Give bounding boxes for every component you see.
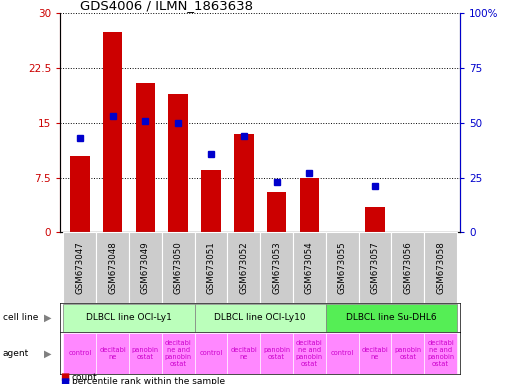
- Bar: [424, 333, 457, 374]
- Text: GSM673055: GSM673055: [338, 242, 347, 294]
- Bar: [267, 192, 287, 232]
- Text: GDS4006 / ILMN_1863638: GDS4006 / ILMN_1863638: [80, 0, 253, 12]
- Text: GSM673058: GSM673058: [436, 242, 445, 294]
- Text: GSM673047: GSM673047: [75, 242, 84, 294]
- Bar: [293, 333, 326, 374]
- Text: GSM673049: GSM673049: [141, 242, 150, 294]
- Text: panobin
ostat: panobin ostat: [394, 347, 422, 360]
- Bar: [96, 333, 129, 374]
- Text: decitabi
ne and
panobin
ostat: decitabi ne and panobin ostat: [165, 340, 192, 367]
- Text: control: control: [68, 350, 92, 356]
- Text: GSM673050: GSM673050: [174, 242, 183, 294]
- Text: ■: ■: [60, 377, 70, 384]
- Bar: [260, 232, 293, 303]
- Text: GSM673057: GSM673057: [370, 242, 380, 294]
- Bar: [234, 134, 254, 232]
- Bar: [228, 333, 260, 374]
- Text: GSM673052: GSM673052: [240, 242, 248, 294]
- Bar: [195, 304, 326, 331]
- Bar: [326, 232, 359, 303]
- Text: DLBCL line Su-DHL6: DLBCL line Su-DHL6: [346, 313, 437, 322]
- Text: GSM673051: GSM673051: [207, 242, 215, 294]
- Bar: [326, 304, 457, 331]
- Text: DLBCL line OCI-Ly1: DLBCL line OCI-Ly1: [86, 313, 172, 322]
- Text: GSM673053: GSM673053: [272, 242, 281, 294]
- Text: ▶: ▶: [44, 348, 52, 358]
- Bar: [326, 333, 359, 374]
- Bar: [162, 232, 195, 303]
- Bar: [70, 156, 89, 232]
- Text: GSM673054: GSM673054: [305, 242, 314, 294]
- Bar: [96, 232, 129, 303]
- Bar: [168, 94, 188, 232]
- Text: panobin
ostat: panobin ostat: [132, 347, 159, 360]
- Bar: [260, 333, 293, 374]
- Bar: [63, 304, 195, 331]
- Bar: [424, 232, 457, 303]
- Text: decitabi
ne and
panobin
ostat: decitabi ne and panobin ostat: [296, 340, 323, 367]
- Bar: [129, 333, 162, 374]
- Bar: [359, 232, 391, 303]
- Bar: [195, 232, 228, 303]
- Text: percentile rank within the sample: percentile rank within the sample: [72, 377, 225, 384]
- Bar: [162, 333, 195, 374]
- Bar: [201, 170, 221, 232]
- Bar: [195, 333, 228, 374]
- Text: ■: ■: [60, 372, 70, 382]
- Text: count: count: [72, 372, 97, 382]
- Bar: [103, 32, 122, 232]
- Text: GSM673056: GSM673056: [403, 242, 412, 294]
- Text: GSM673048: GSM673048: [108, 242, 117, 294]
- Bar: [293, 232, 326, 303]
- Bar: [228, 232, 260, 303]
- Text: agent: agent: [3, 349, 29, 358]
- Text: decitabi
ne: decitabi ne: [231, 347, 257, 360]
- Bar: [63, 232, 96, 303]
- Bar: [63, 333, 96, 374]
- Text: decitabi
ne and
panobin
ostat: decitabi ne and panobin ostat: [427, 340, 454, 367]
- Text: cell line: cell line: [3, 313, 38, 322]
- Text: panobin
ostat: panobin ostat: [263, 347, 290, 360]
- Bar: [129, 232, 162, 303]
- Text: ▶: ▶: [44, 313, 52, 323]
- Bar: [300, 177, 319, 232]
- Bar: [391, 333, 424, 374]
- Text: decitabi
ne: decitabi ne: [99, 347, 126, 360]
- Bar: [359, 333, 391, 374]
- Bar: [391, 232, 424, 303]
- Text: decitabi
ne: decitabi ne: [361, 347, 389, 360]
- Text: control: control: [331, 350, 354, 356]
- Text: control: control: [199, 350, 223, 356]
- Text: DLBCL line OCI-Ly10: DLBCL line OCI-Ly10: [214, 313, 306, 322]
- Bar: [135, 83, 155, 232]
- Bar: [365, 207, 385, 232]
